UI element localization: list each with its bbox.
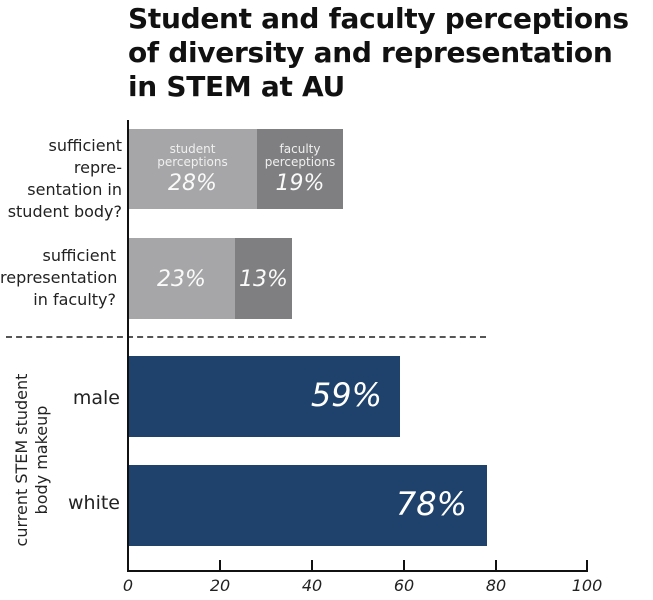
value-label: 28% bbox=[168, 170, 217, 196]
value-label: 23% bbox=[157, 267, 206, 292]
bar-faculty-perception-student-body: faculty perceptions 19% bbox=[257, 129, 343, 209]
x-tick bbox=[403, 560, 405, 571]
category-label-white: white bbox=[68, 492, 120, 514]
title-line-2: of diversity and representation bbox=[128, 36, 613, 69]
x-tick bbox=[495, 560, 497, 571]
value-label: 78% bbox=[395, 485, 467, 523]
y-axis-line bbox=[127, 120, 129, 572]
x-tick-label: 20 bbox=[209, 576, 231, 595]
value-label: 59% bbox=[310, 376, 382, 414]
category-label-student-body: sufficient repre- sentation in student b… bbox=[0, 135, 122, 223]
section-divider bbox=[6, 336, 486, 338]
bar-student-perception-faculty: 23% bbox=[128, 238, 235, 319]
series-label-student: student perceptions bbox=[157, 141, 228, 169]
group-label-stem-makeup: current STEM student body makeup bbox=[12, 370, 52, 550]
title-line-1: Student and faculty perceptions bbox=[128, 2, 629, 35]
label-line: sentation in bbox=[27, 180, 122, 199]
label-line: current STEM student bbox=[12, 373, 31, 547]
bar-student-perception-student-body: student perceptions 28% bbox=[128, 129, 257, 209]
label-line: sufficient bbox=[42, 246, 116, 265]
x-tick-label: 60 bbox=[393, 576, 415, 595]
label-line: sufficient repre- bbox=[48, 136, 122, 177]
label-line: representation bbox=[0, 268, 118, 287]
x-tick-label: 100 bbox=[571, 576, 603, 595]
series-label-faculty: faculty perceptions bbox=[264, 141, 336, 169]
x-tick bbox=[311, 560, 313, 571]
bar-faculty-perception-faculty: 13% bbox=[235, 238, 292, 319]
label-line: body makeup bbox=[32, 405, 51, 515]
bar-male: 59% bbox=[128, 356, 400, 437]
label-line: in faculty? bbox=[33, 290, 116, 309]
x-tick-label: 40 bbox=[301, 576, 323, 595]
title-line-3: in STEM at AU bbox=[128, 70, 345, 103]
bar-white: 78% bbox=[128, 465, 487, 546]
x-axis-line bbox=[127, 570, 588, 572]
chart-title: Student and faculty perceptions of diver… bbox=[128, 2, 648, 104]
category-label-faculty: sufficient representation in faculty? bbox=[0, 245, 118, 311]
value-label: 19% bbox=[275, 170, 325, 196]
x-tick bbox=[219, 560, 221, 571]
x-tick bbox=[586, 560, 588, 571]
x-tick-label: 0 bbox=[122, 576, 134, 595]
x-tick-label: 80 bbox=[485, 576, 507, 595]
category-label-male: male bbox=[72, 387, 120, 409]
value-label: 13% bbox=[239, 267, 288, 292]
label-line: student body? bbox=[7, 202, 122, 221]
